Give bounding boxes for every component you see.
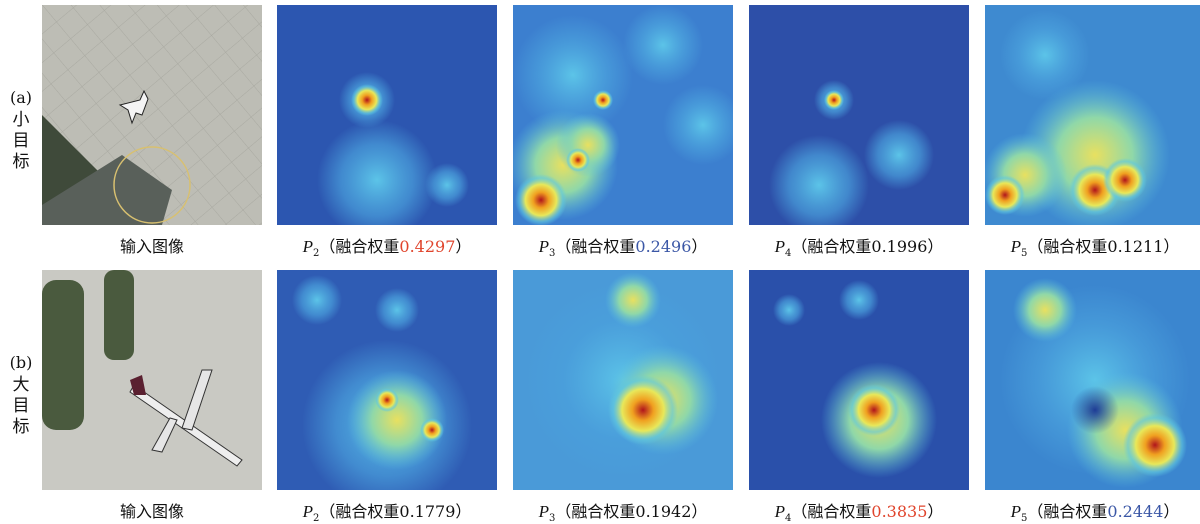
panel-caption: P3（融合权重0.2496）: [503, 233, 743, 259]
panel-caption: P5（融合权重0.2444）: [975, 498, 1200, 524]
caption-text: ）: [455, 237, 471, 256]
input-caption: 输入图像: [32, 498, 272, 522]
caption-text: （融合权重: [791, 237, 871, 256]
caption-text: ）: [927, 237, 943, 256]
activation: [839, 280, 879, 320]
grass: [42, 280, 84, 430]
heatmap: [277, 270, 497, 490]
fusion-weight: 0.1211: [1107, 237, 1163, 256]
panel-caption: P5（融合权重0.1211）: [975, 233, 1200, 259]
activation: [420, 418, 444, 442]
row-label: 小目标: [10, 110, 32, 173]
caption-text: （融合权重: [319, 502, 399, 521]
row-label: 大目标: [10, 375, 32, 438]
caption-text: ）: [691, 237, 707, 256]
caption-text: ）: [691, 502, 707, 521]
activation: [773, 294, 805, 326]
grass: [104, 270, 134, 360]
activation: [1013, 278, 1077, 342]
heatmap: [985, 5, 1200, 225]
caption-text: （融合权重: [319, 237, 399, 256]
panel-caption: P3（融合权重0.1942）: [503, 498, 743, 524]
row-tag: (a): [2, 88, 40, 107]
panel-caption: P2（融合权重0.4297）: [267, 233, 507, 259]
panel-caption: P4（融合权重0.3835）: [739, 498, 979, 524]
feature-symbol: P: [1011, 237, 1021, 256]
input-caption: 输入图像: [32, 233, 272, 257]
activation: [566, 148, 590, 172]
fusion-weight: 0.1996: [871, 237, 927, 256]
activation: [351, 84, 383, 116]
feature-symbol: P: [539, 237, 549, 256]
activation: [824, 90, 844, 110]
fusion-weight: 0.1942: [635, 502, 691, 521]
activation: [608, 375, 678, 445]
fusion-weight: 0.3835: [871, 502, 927, 521]
heatmap: [513, 270, 733, 490]
caption-text: （融合权重: [791, 502, 871, 521]
caption-text: ）: [1163, 502, 1179, 521]
activation: [375, 388, 399, 412]
feature-symbol: P: [775, 502, 785, 521]
caption-text: （融合权重: [555, 502, 635, 521]
panel-caption: P4（融合权重0.1996）: [739, 233, 979, 259]
heatmap: [277, 5, 497, 225]
fusion-weight: 0.4297: [399, 237, 455, 256]
panel-caption: P2（融合权重0.1779）: [267, 498, 507, 524]
feature-symbol: P: [539, 502, 549, 521]
activation: [985, 175, 1025, 215]
row-tag: (b): [2, 353, 40, 372]
caption-text: ）: [455, 502, 471, 521]
activation: [1103, 158, 1147, 202]
fusion-weight: 0.1779: [399, 502, 455, 521]
fusion-weight: 0.2444: [1107, 502, 1163, 521]
fusion-weight: 0.2496: [635, 237, 691, 256]
activation: [1123, 413, 1187, 477]
activation: [292, 275, 342, 325]
activation: [623, 5, 703, 85]
activation: [556, 113, 620, 177]
feature-symbol: P: [303, 502, 313, 521]
caption-text: （融合权重: [1027, 502, 1107, 521]
activation: [605, 272, 661, 328]
input-image: [42, 270, 262, 490]
activation: [864, 120, 934, 190]
activation: [593, 90, 613, 110]
figure: (() => { const data = JSON.parse(documen…: [0, 0, 1200, 520]
caption-text: （融合权重: [555, 237, 635, 256]
caption-text: ）: [1163, 237, 1179, 256]
activation: [425, 163, 469, 207]
caption-text: （融合权重: [1027, 237, 1107, 256]
heatmap: [513, 5, 733, 225]
activation: [515, 174, 567, 225]
activation: [375, 288, 419, 332]
input-image: [42, 5, 262, 225]
feature-symbol: P: [1011, 502, 1021, 521]
feature-symbol: P: [775, 237, 785, 256]
heatmap: [749, 270, 969, 490]
activation: [1071, 386, 1119, 434]
heatmap: [749, 5, 969, 225]
feature-symbol: P: [303, 237, 313, 256]
heatmap: [985, 270, 1200, 490]
caption-text: ）: [927, 502, 943, 521]
activation: [848, 384, 900, 436]
